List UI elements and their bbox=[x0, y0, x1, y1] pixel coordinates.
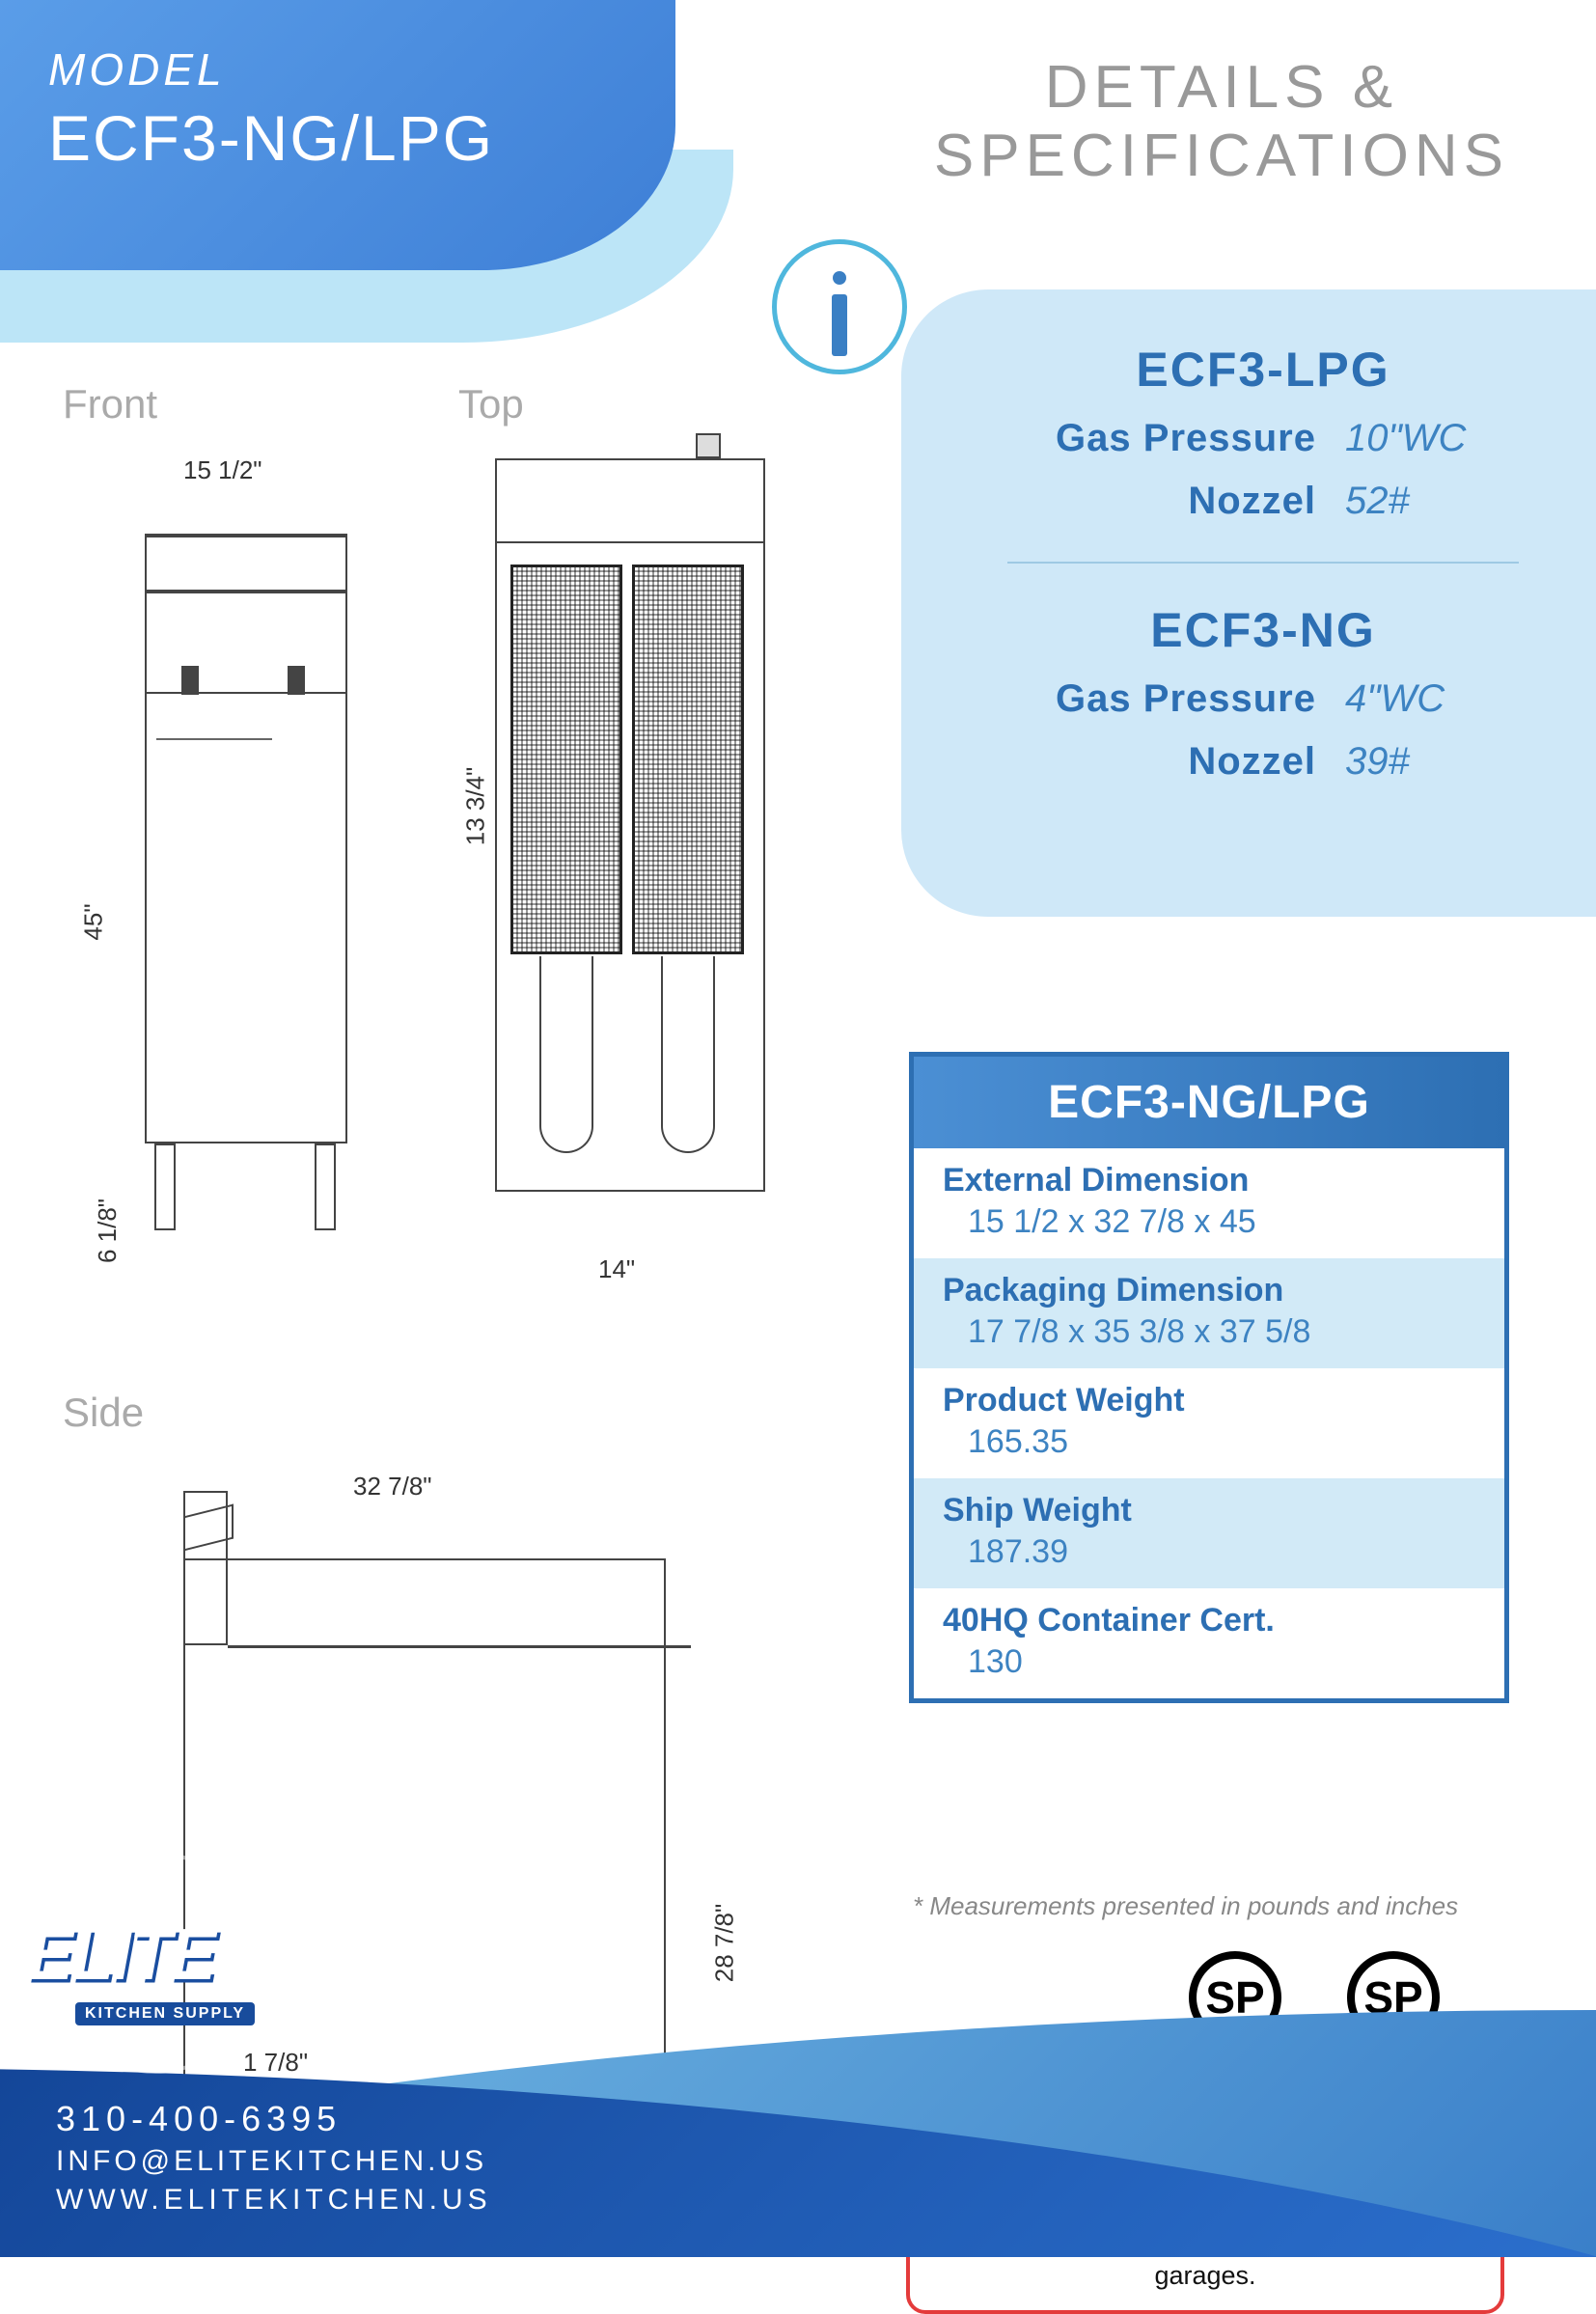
diagram-front bbox=[145, 487, 347, 1230]
dim-top-width: 14" bbox=[598, 1254, 635, 1284]
dim-top-depth: 13 3/4" bbox=[460, 767, 490, 846]
info-m1-r0-lbl: Gas Pressure bbox=[1007, 677, 1345, 721]
info-divider bbox=[1007, 562, 1519, 564]
diagram-top-label: Top bbox=[458, 381, 524, 427]
spec-r1-val: 17 7/8 x 35 3/8 x 37 5/8 bbox=[943, 1309, 1475, 1351]
spec-r0-lbl: External Dimension bbox=[943, 1162, 1475, 1199]
logo-tagline: KITCHEN SUPPLY bbox=[75, 2002, 255, 2025]
dim-front-leg: 6 1/8" bbox=[93, 1198, 123, 1263]
spec-r4-val: 130 bbox=[943, 1639, 1475, 1681]
dim-side-bodyh: 28 7/8" bbox=[709, 1904, 739, 1983]
info-m0-r1-lbl: Nozzel bbox=[1007, 480, 1345, 523]
spec-r4-lbl: 40HQ Container Cert. bbox=[943, 1602, 1475, 1639]
spec-r3-val: 187.39 bbox=[943, 1529, 1475, 1571]
model-name: ECF3-NG/LPG bbox=[48, 101, 494, 175]
model-label: MODEL bbox=[48, 43, 226, 96]
info-m0-r1-val: 52# bbox=[1345, 480, 1519, 523]
spec-r3-lbl: Ship Weight bbox=[943, 1492, 1475, 1529]
footer-website: WWW.ELITEKITCHEN.US bbox=[56, 2184, 492, 2217]
spec-r0-val: 15 1/2 x 32 7/8 x 45 bbox=[943, 1199, 1475, 1241]
spec-r2-lbl: Product Weight bbox=[943, 1382, 1475, 1419]
spec-r1-lbl: Packaging Dimension bbox=[943, 1272, 1475, 1309]
logo: ELITE KITCHEN SUPPLY ★ ★ ★ bbox=[44, 1852, 266, 2074]
footer-phone: 310-400-6395 bbox=[56, 2099, 492, 2139]
info-m1-r0-val: 4"WC bbox=[1345, 677, 1519, 721]
page-title: DETAILS & SPECIFICATIONS bbox=[934, 53, 1509, 191]
footer-email: INFO@ELITEKITCHEN.US bbox=[56, 2145, 492, 2178]
info-icon bbox=[772, 239, 907, 374]
spec-title: ECF3-NG/LPG bbox=[914, 1057, 1504, 1148]
spec-box: ECF3-NG/LPG External Dimension15 1/2 x 3… bbox=[909, 1052, 1509, 1703]
info-panel: ECF3-LPG Gas Pressure10"WC Nozzel52# ECF… bbox=[901, 289, 1596, 917]
info-model-1-name: ECF3-NG bbox=[1007, 602, 1519, 658]
spec-footnote: * Measurements presented in pounds and i… bbox=[913, 1891, 1501, 1921]
diagram-front-label: Front bbox=[63, 381, 157, 427]
dim-front-height: 45" bbox=[79, 903, 109, 940]
dim-front-width: 15 1/2" bbox=[183, 455, 262, 485]
info-m0-r0-val: 10"WC bbox=[1345, 417, 1519, 460]
info-m1-r1-val: 39# bbox=[1345, 740, 1519, 784]
info-m1-r1-lbl: Nozzel bbox=[1007, 740, 1345, 784]
info-model-0-name: ECF3-LPG bbox=[1007, 342, 1519, 398]
footer-contact: 310-400-6395 INFO@ELITEKITCHEN.US WWW.EL… bbox=[56, 2099, 492, 2217]
dim-side-depth: 32 7/8" bbox=[353, 1472, 432, 1501]
logo-brand: ELITE bbox=[27, 1914, 214, 1997]
info-m0-r0-lbl: Gas Pressure bbox=[1007, 417, 1345, 460]
svg-text:SP: SP bbox=[1205, 1972, 1264, 2023]
diagram-top bbox=[478, 458, 777, 1221]
diagram-side-label: Side bbox=[63, 1390, 144, 1436]
spec-r2-val: 165.35 bbox=[943, 1419, 1475, 1461]
